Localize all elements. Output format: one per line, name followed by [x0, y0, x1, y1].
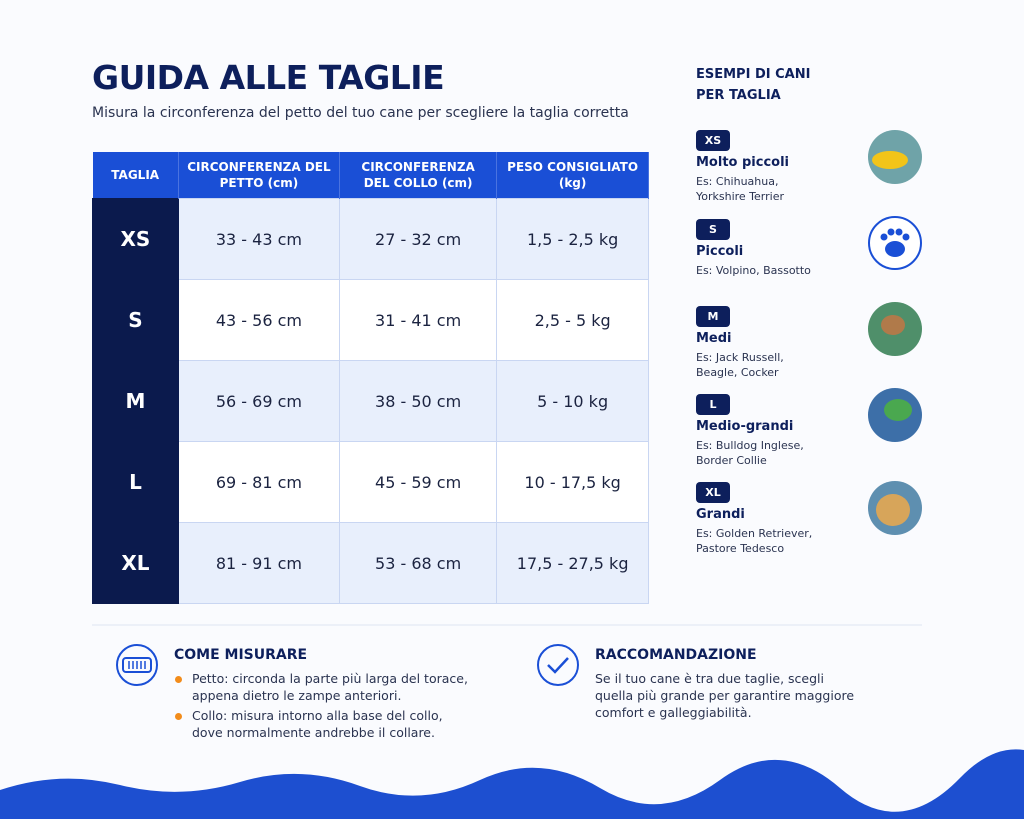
table-cell: 33 - 43 cm: [177, 198, 341, 280]
size-badge: S: [696, 219, 730, 240]
how-to-item: Collo: misura intorno alla base del coll…: [174, 707, 474, 741]
breed-examples: Es: Chihuahua, Yorkshire Terrier: [696, 175, 784, 203]
table-cell: 2,5 - 5 kg: [496, 279, 649, 361]
subtitle: Misura la circonferenza del petto del tu…: [92, 105, 629, 121]
table-cell: 17,5 - 27,5 kg: [496, 522, 649, 604]
title: GUIDA ALLE TAGLIE: [92, 58, 445, 97]
table-cell: 53 - 68 cm: [338, 522, 498, 604]
column-header: PESO CONSIGLIATO (kg): [496, 152, 649, 199]
table-cell: 27 - 32 cm: [338, 198, 498, 280]
table-row: S 43 - 56 cm 31 - 41 cm 2,5 - 5 kg: [92, 279, 649, 361]
table-cell: 56 - 69 cm: [177, 360, 341, 442]
breed-examples: Es: Bulldog Inglese, Border Collie: [696, 439, 804, 467]
size-label: Grandi: [696, 507, 745, 522]
table-cell: 1,5 - 2,5 kg: [496, 198, 649, 280]
size-label: Piccoli: [696, 244, 744, 259]
size-label: Medio-grandi: [696, 419, 794, 434]
recommendation-title: RACCOMANDAZIONE: [595, 647, 757, 663]
column-header: CIRCONFERENZA DEL PETTO (cm): [178, 152, 341, 199]
table-cell: 81 - 91 cm: [177, 522, 341, 604]
column-header: CIRCONFERENZA DEL COLLO (cm): [339, 152, 498, 199]
breed-examples: Es: Jack Russell, Beagle, Cocker: [696, 351, 784, 379]
size-badge: XL: [696, 482, 730, 503]
table-row: L 69 - 81 cm 45 - 59 cm 10 - 17,5 kg: [92, 441, 649, 523]
size-cell: L: [92, 441, 179, 523]
size-cell: XL: [92, 522, 179, 604]
table-cell: 38 - 50 cm: [338, 360, 498, 442]
size-cell: S: [92, 279, 179, 361]
size-label: Medi: [696, 331, 732, 346]
table-cell: 5 - 10 kg: [496, 360, 649, 442]
table-cell: 10 - 17,5 kg: [496, 441, 649, 523]
size-badge: M: [696, 306, 730, 327]
how-to-item: Petto: circonda la parte più larga del t…: [174, 670, 474, 704]
breed-examples: Es: Golden Retriever, Pastore Tedesco: [696, 527, 813, 555]
size-badge: XS: [696, 130, 730, 151]
size-table: TAGLIA CIRCONFERENZA DEL PETTO (cm) CIRCON…: [92, 152, 649, 604]
size-label: Molto piccoli: [696, 155, 790, 170]
how-to-list: Petto: circonda la parte più larga del t…: [174, 670, 474, 744]
breed-examples: Es: Volpino, Bassotto: [696, 264, 811, 277]
table-row: XL 81 - 91 cm 53 - 68 cm 17,5 - 27,5 kg: [92, 522, 649, 604]
size-cell: M: [92, 360, 179, 442]
column-header: TAGLIA: [92, 152, 179, 199]
table-cell: 45 - 59 cm: [338, 441, 498, 523]
table-cell: 43 - 56 cm: [177, 279, 341, 361]
table-row: XS 33 - 43 cm 27 - 32 cm 1,5 - 2,5 kg: [92, 198, 649, 280]
examples-title: ESEMPI DI CANI PER TAGLIA: [696, 67, 811, 103]
table-cell: 31 - 41 cm: [338, 279, 498, 361]
table-row: M 56 - 69 cm 38 - 50 cm 5 - 10 kg: [92, 360, 649, 442]
how-to-title: COME MISURARE: [174, 647, 308, 663]
size-badge: L: [696, 394, 730, 415]
size-cell: XS: [92, 198, 179, 280]
table-cell: 69 - 81 cm: [177, 441, 341, 523]
recommendation-text: Se il tuo cane è tra due taglie, scegli …: [595, 671, 855, 720]
